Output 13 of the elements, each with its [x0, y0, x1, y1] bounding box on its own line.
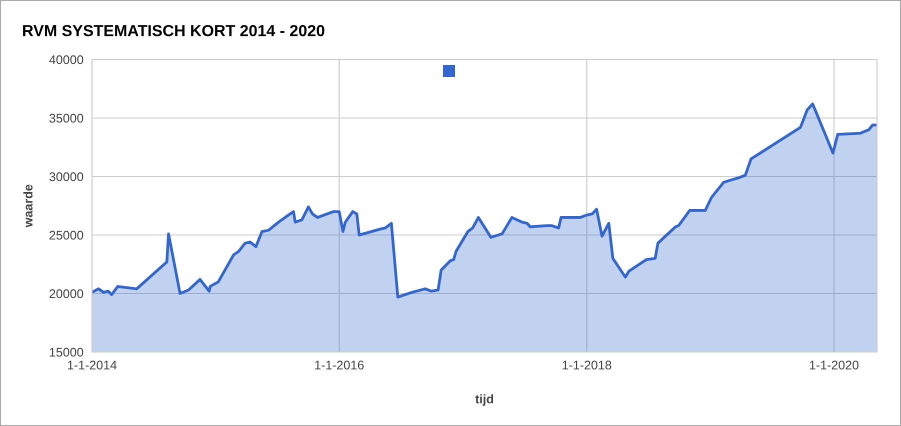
x-tick-label: 1-1-2020	[810, 360, 859, 370]
y-tick-label: 35000	[49, 114, 84, 123]
y-tick-label: 25000	[50, 230, 84, 240]
x-tick-label: 1-1-2016	[315, 360, 364, 370]
x-axis-title: tijd	[475, 394, 494, 406]
y-tick-label: 20000	[50, 289, 84, 298]
y-tick-label: 40000	[49, 55, 84, 64]
chart-title: RVM SYSTEMATISCH KORT 2014 - 2020	[23, 24, 324, 36]
y-tick-label: 30000	[49, 172, 84, 182]
x-tick-label: 1-1-2014	[68, 360, 117, 370]
y-tick-label: 15000	[50, 348, 84, 357]
x-tick-label: 1-1-2018	[562, 360, 612, 370]
y-axis-title: waarde	[23, 184, 33, 228]
